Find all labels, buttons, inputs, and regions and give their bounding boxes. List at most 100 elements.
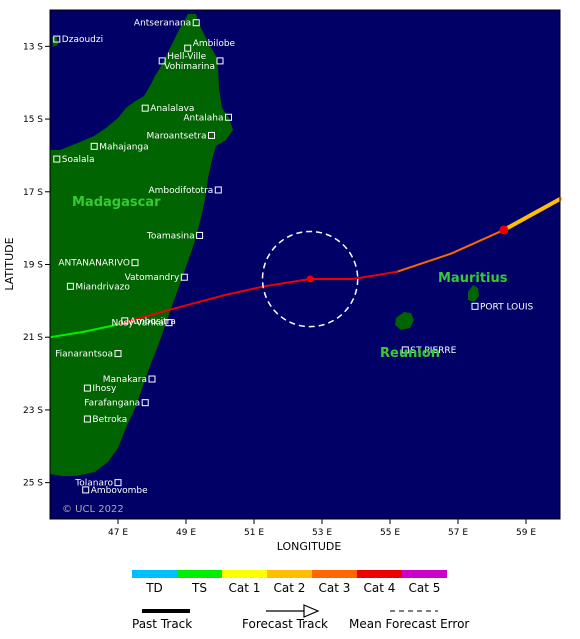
town-marker [131, 259, 139, 267]
town-marker [158, 57, 166, 65]
legend-category-swatch [357, 570, 402, 578]
legend-category-swatch [267, 570, 312, 578]
lat-tick-label: 17 S [23, 188, 43, 198]
town-marker [401, 346, 409, 354]
legend-category-swatch [222, 570, 267, 578]
town-label: Hell-Ville [167, 52, 206, 62]
town-marker [471, 302, 479, 310]
lon-tick-label: 57 E [448, 528, 468, 538]
town-marker [216, 57, 224, 65]
town-marker [148, 375, 156, 383]
town-label: Analalava [150, 104, 194, 114]
town-marker [121, 317, 129, 325]
lat-tick-label: 25 S [23, 479, 43, 489]
town-label: Dzaoudzi [62, 35, 103, 45]
forecast-track-legend-label: Forecast Track [242, 617, 328, 631]
copyright-notice: © UCL 2022 [62, 504, 124, 515]
legend-category-label: Cat 3 [319, 581, 351, 595]
track-layer [49, 197, 562, 339]
town-marker [66, 282, 74, 290]
lat-tick-label: 21 S [23, 333, 43, 343]
lon-tick-label: 49 E [176, 528, 196, 538]
lon-tick-label: 47 E [108, 528, 128, 538]
lon-tick-label: 53 E [312, 528, 332, 538]
town-label: Soalala [62, 155, 95, 165]
town-label: Ambositra [130, 317, 176, 327]
forecast-track-segment [395, 252, 453, 273]
town-label: Manakara [103, 375, 147, 385]
madagascar-landmass [50, 14, 233, 476]
lat-tick-label: 23 S [23, 406, 43, 416]
town-label: Tolanaro [74, 479, 113, 489]
reunion-island [395, 312, 414, 330]
lat-tick-label: 13 S [23, 42, 43, 52]
town-marker [114, 479, 122, 487]
town-marker [192, 19, 200, 27]
legend-category-label: Cat 2 [274, 581, 306, 595]
town-label: Fianarantsoa [55, 350, 113, 360]
town-marker [82, 486, 90, 494]
legend-category-label: Cat 1 [229, 581, 261, 595]
town-marker [196, 231, 204, 239]
map-frame [49, 9, 561, 520]
town-label: Maroantsetra [146, 131, 206, 141]
legend: TD TS Cat 1 Cat 2 Cat 3 Cat 4 Cat 5 [132, 570, 447, 595]
town-marker [53, 35, 61, 43]
town-marker [141, 399, 149, 407]
town-label: Vatomandry [125, 273, 180, 283]
region-label-madagascar: Madagascar [72, 195, 161, 210]
x-axis-title: LONGITUDE [277, 540, 342, 553]
town-marker [180, 273, 188, 281]
legend-category-label: Cat 4 [364, 581, 396, 595]
legend-category-label: Cat 5 [409, 581, 441, 595]
town-label: Ambodifototra [148, 186, 213, 196]
mauritius-island [468, 285, 479, 302]
town-marker [208, 131, 215, 139]
forecast-track-segment [49, 330, 85, 339]
lat-tick-label: 15 S [23, 115, 43, 125]
current-position-marker [499, 225, 509, 235]
past-track-segment [501, 197, 562, 232]
town-marker [165, 319, 173, 327]
town-marker [53, 155, 61, 163]
lat-tick-label: 19 S [23, 261, 43, 271]
town-marker [90, 142, 98, 150]
town-label: Miandrivazo [75, 282, 130, 292]
town-label: Ihosy [92, 384, 117, 394]
town-label: Vohimarina [164, 62, 215, 72]
legend-category-swatch [177, 570, 222, 578]
forecast-track-segment [117, 308, 170, 326]
forecast-track-legend-arrow [303, 604, 320, 618]
axis-layer: 47 E 49 E 51 E 53 E 55 E 57 E 59 E 13 S 15 S 17 S… [23, 42, 536, 538]
legend-category-label: TS [191, 581, 207, 595]
town-label: PORT LOUIS [480, 302, 533, 312]
lon-tick-label: 59 E [516, 528, 536, 538]
town-label: Antseranana [134, 19, 191, 29]
town-marker [83, 384, 91, 392]
town-marker [184, 44, 192, 52]
lon-tick-label: 55 E [380, 528, 400, 538]
forecast-track-segment [168, 294, 225, 311]
legend-category-swatch [132, 570, 177, 578]
town-label: Nosy-Varika [111, 319, 164, 329]
town-label: ANTANANARIVO [58, 259, 130, 269]
forecast-track-segment [222, 285, 266, 297]
town-marker [114, 350, 122, 358]
legend-category-swatch [312, 570, 357, 578]
forecast-track-segment [263, 278, 312, 288]
forecast-track-segment [83, 323, 119, 333]
town-marker [83, 415, 91, 423]
region-label-mauritius: Mauritius [438, 271, 508, 286]
lon-tick-label: 51 E [244, 528, 264, 538]
legend-category-label: TD [145, 581, 163, 595]
town-label: Farafangana [84, 399, 140, 409]
town-label: Toamasina [146, 231, 195, 241]
forecast-track-segment [450, 228, 505, 255]
forecast-position-marker [306, 275, 314, 283]
town-label: Antalaha [183, 113, 223, 123]
town-label: Betroka [92, 415, 127, 425]
town-label: Mahajanga [99, 142, 148, 152]
town-label: Ambovombe [91, 486, 148, 496]
